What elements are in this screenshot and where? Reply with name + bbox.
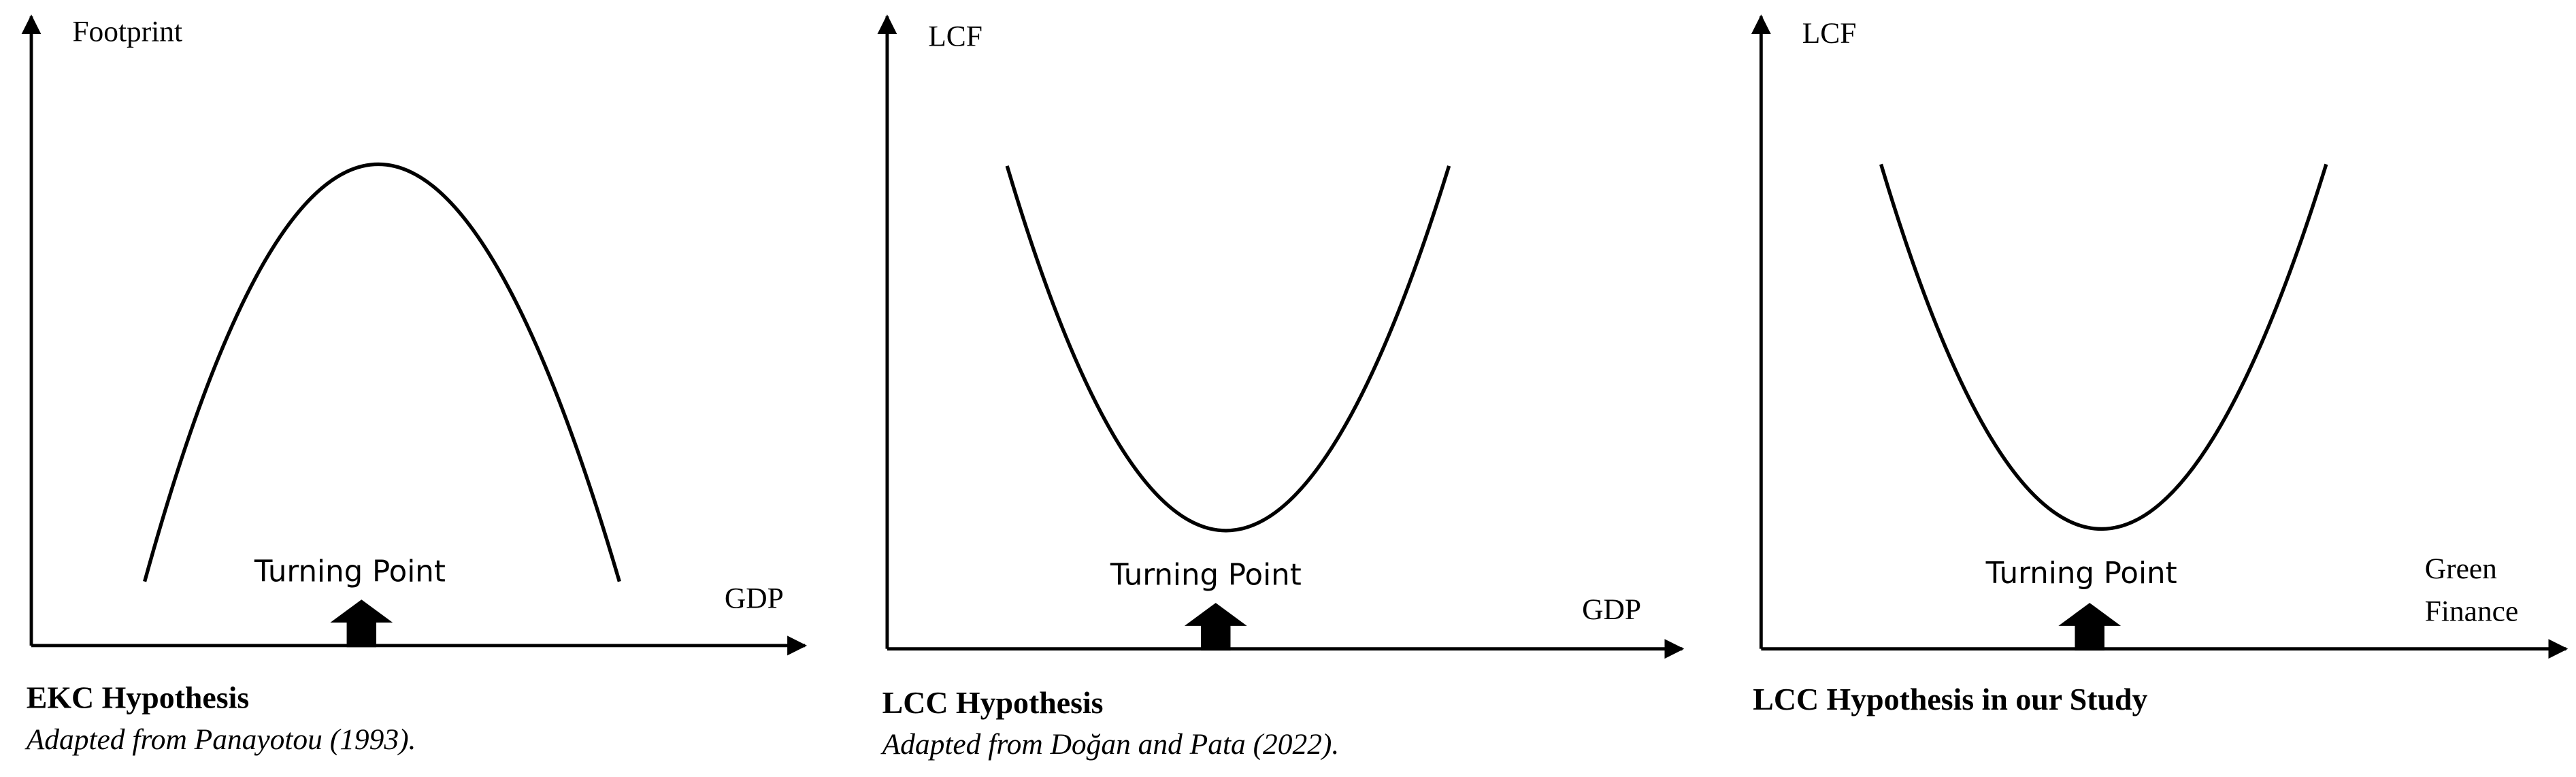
caption-title: EKC Hypothesis <box>27 680 249 715</box>
caption-source: Adapted from Doğan and Pata (2022). <box>880 728 1340 761</box>
curve <box>1005 165 1451 533</box>
turning-point-label: Turning Point <box>254 555 446 589</box>
x-label: GDP <box>725 582 784 614</box>
x-label: Green <box>2425 552 2497 585</box>
turning-point-label: Turning Point <box>1985 557 2177 591</box>
x-label: GDP <box>1582 593 1641 626</box>
y-label: LCF <box>1802 17 1857 50</box>
caption-title: LCC Hypothesis in our Study <box>1753 682 2147 716</box>
x-label: Finance <box>2425 595 2519 628</box>
y-label: Footprint <box>72 15 182 48</box>
panel-ekc: Footprint GDP Turning Point EKC Hypothes… <box>21 14 808 756</box>
turning-point-label: Turning Point <box>1110 559 1302 593</box>
caption-source: Adapted from Panayotou (1993). <box>24 723 416 756</box>
turning-arrow <box>1184 603 1247 651</box>
curve <box>143 162 621 582</box>
turning-arrow <box>2058 603 2121 651</box>
curve <box>1879 163 2328 531</box>
panel-lcc: LCF GDP Turning Point LCC Hypothesis Ada… <box>877 14 1685 761</box>
y-label: LCF <box>928 20 982 53</box>
turning-arrow <box>330 599 393 648</box>
panel-study: LCF Green Finance Turning Point LCC Hypo… <box>1751 14 2569 716</box>
caption-title: LCC Hypothesis <box>882 685 1104 720</box>
